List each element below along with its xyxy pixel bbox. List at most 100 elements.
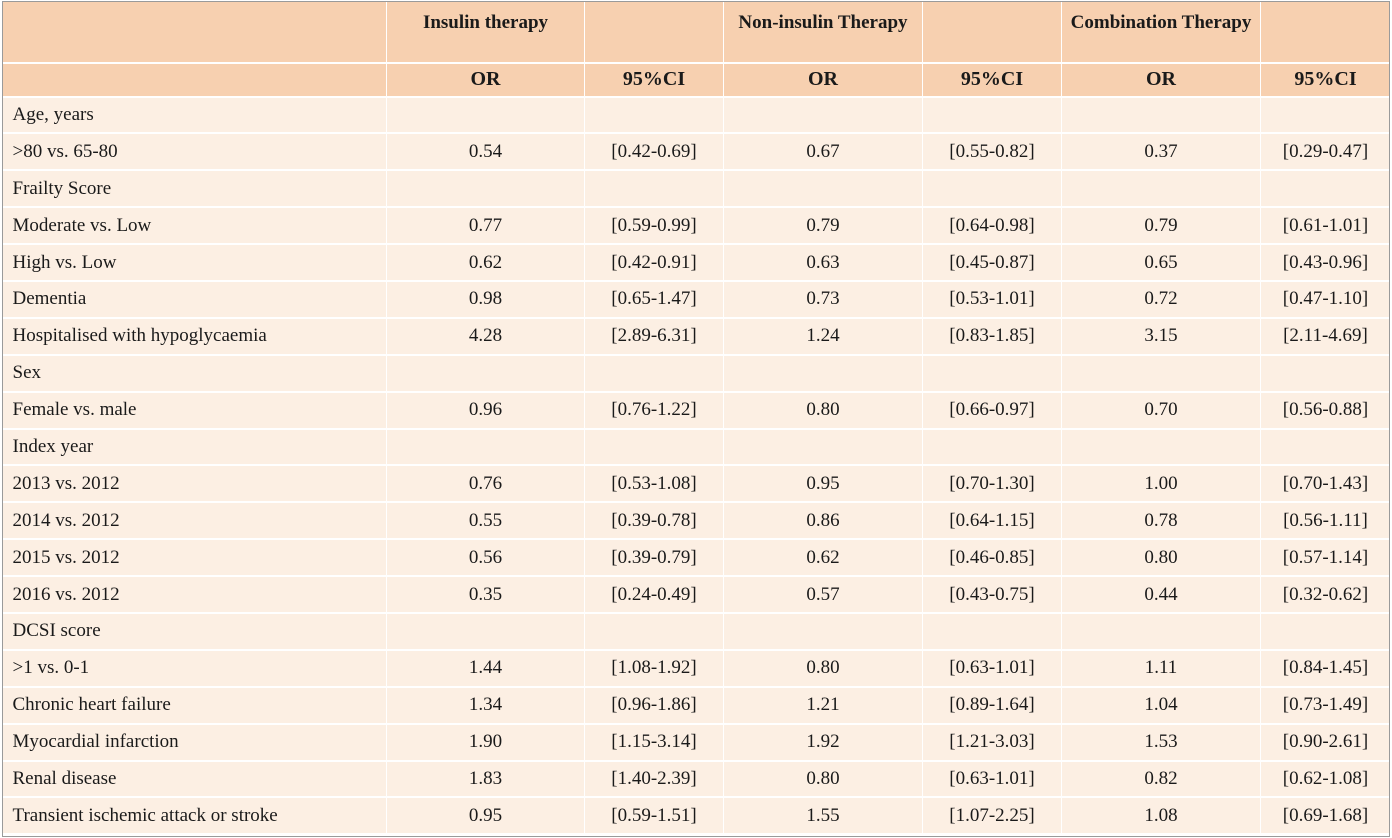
cell-non-insulin-ci: [0.89-1.64] xyxy=(922,686,1062,725)
cell-combination-or: 0.79 xyxy=(1061,207,1261,246)
row-label: Transient ischemic attack or stroke xyxy=(2,797,387,836)
cell-insulin-ci: [1.08-1.92] xyxy=(584,649,724,688)
row-label: High vs. Low xyxy=(2,244,387,282)
cell-insulin-ci: [0.42-0.91] xyxy=(584,244,724,282)
cell-combination-or: 0.72 xyxy=(1061,280,1261,319)
row-label: Female vs. male xyxy=(2,391,387,430)
cell-non-insulin-or: 0.80 xyxy=(723,760,923,799)
cell-insulin-ci xyxy=(584,354,724,393)
cell-insulin-or: 0.77 xyxy=(386,207,585,246)
subheader-cell-non-insulin-ci: 95%CI xyxy=(922,62,1062,98)
table-row: >1 vs. 0-1 1.44 [1.08-1.92] 0.80 [0.63-1.01]… xyxy=(2,649,1391,688)
header-subheader-row: OR 95%CI OR 95%CI OR 95%CI xyxy=(2,62,1391,98)
cell-non-insulin-or: 0.62 xyxy=(723,539,923,578)
cell-insulin-ci: [0.24-0.49] xyxy=(584,576,724,614)
cell-combination-or: 0.70 xyxy=(1061,391,1261,430)
subheader-cell-combination-or: OR xyxy=(1061,62,1261,98)
table-row: Hospitalised with hypoglycaemia 4.28 [2.89… xyxy=(2,317,1391,356)
table-row: 2013 vs. 2012 0.76 [0.53-1.08] 0.95 [0.70-1.… xyxy=(2,465,1391,504)
cell-combination-or: 3.15 xyxy=(1061,317,1261,356)
row-label: 2013 vs. 2012 xyxy=(2,465,387,504)
cell-non-insulin-ci: [1.07-2.25] xyxy=(922,797,1062,836)
cell-combination-or xyxy=(1061,170,1261,209)
cell-combination-ci: [0.90-2.61] xyxy=(1260,723,1391,762)
cell-non-insulin-ci: [0.53-1.01] xyxy=(922,280,1062,319)
cell-insulin-or: 1.34 xyxy=(386,686,585,725)
cell-combination-or: 0.37 xyxy=(1061,133,1261,172)
header-group-row: Insulin therapy Non-insulin Therapy Comb… xyxy=(2,1,1391,64)
table-body: Age, years >80 vs. 65-80 0.54 [0.42-0.69] 0.… xyxy=(2,96,1391,836)
cell-non-insulin-ci: [0.46-0.85] xyxy=(922,539,1062,578)
cell-insulin-ci: [0.59-1.51] xyxy=(584,797,724,836)
cell-insulin-ci: [1.15-3.14] xyxy=(584,723,724,762)
cell-combination-or: 0.82 xyxy=(1061,760,1261,799)
cell-insulin-ci xyxy=(584,612,724,651)
table-row: Myocardial infarction 1.90 [1.15-3.14] 1.92… xyxy=(2,723,1391,762)
header-group-cell-insulin: Insulin therapy xyxy=(386,1,585,64)
cell-insulin-or xyxy=(386,354,585,393)
cell-insulin-or xyxy=(386,96,585,135)
cell-insulin-or: 0.96 xyxy=(386,391,585,430)
cell-non-insulin-or: 0.80 xyxy=(723,391,923,430)
cell-insulin-ci: [1.40-2.39] xyxy=(584,760,724,799)
cell-non-insulin-or: 0.79 xyxy=(723,207,923,246)
table-header: Insulin therapy Non-insulin Therapy Comb… xyxy=(2,1,1391,98)
cell-non-insulin-ci xyxy=(922,170,1062,209)
cell-combination-ci: [2.11-4.69] xyxy=(1260,317,1391,356)
subheader-cell-insulin-or: OR xyxy=(386,62,585,98)
row-label: Hospitalised with hypoglycaemia xyxy=(2,317,387,356)
cell-insulin-or: 1.90 xyxy=(386,723,585,762)
cell-combination-ci: [0.56-0.88] xyxy=(1260,391,1391,430)
cell-combination-ci xyxy=(1260,612,1391,651)
cell-combination-or xyxy=(1061,428,1261,467)
cell-combination-or: 1.04 xyxy=(1061,686,1261,725)
header-group-cell-combination: Combination Therapy xyxy=(1061,1,1261,64)
cell-combination-ci: [0.69-1.68] xyxy=(1260,797,1391,836)
cell-combination-or: 0.65 xyxy=(1061,244,1261,282)
cell-non-insulin-ci xyxy=(922,354,1062,393)
cell-insulin-ci: [0.39-0.79] xyxy=(584,539,724,578)
table-row: 2015 vs. 2012 0.56 [0.39-0.79] 0.62 [0.46-0.… xyxy=(2,539,1391,578)
cell-combination-ci: [0.29-0.47] xyxy=(1260,133,1391,172)
cell-non-insulin-or xyxy=(723,612,923,651)
row-label: Renal disease xyxy=(2,760,387,799)
subheader-cell-combination-ci: 95%CI xyxy=(1260,62,1391,98)
cell-non-insulin-ci: [1.21-3.03] xyxy=(922,723,1062,762)
cell-non-insulin-or: 1.92 xyxy=(723,723,923,762)
cell-non-insulin-or: 0.63 xyxy=(723,244,923,282)
cell-combination-or: 1.11 xyxy=(1061,649,1261,688)
cell-combination-or: 0.80 xyxy=(1061,539,1261,578)
row-label: Moderate vs. Low xyxy=(2,207,387,246)
cell-insulin-or: 0.62 xyxy=(386,244,585,282)
cell-insulin-or xyxy=(386,170,585,209)
cell-combination-or: 1.53 xyxy=(1061,723,1261,762)
section-row: Sex xyxy=(2,354,1391,393)
cell-non-insulin-or: 0.95 xyxy=(723,465,923,504)
cell-non-insulin-ci xyxy=(922,612,1062,651)
section-label: DCSI score xyxy=(2,612,387,651)
cell-combination-or: 0.44 xyxy=(1061,576,1261,614)
cell-non-insulin-ci xyxy=(922,428,1062,467)
table-row: Female vs. male 0.96 [0.76-1.22] 0.80 [0.66-… xyxy=(2,391,1391,430)
cell-combination-or xyxy=(1061,612,1261,651)
row-label: Chronic heart failure xyxy=(2,686,387,725)
cell-non-insulin-or xyxy=(723,354,923,393)
cell-insulin-or: 0.95 xyxy=(386,797,585,836)
cell-insulin-ci: [0.96-1.86] xyxy=(584,686,724,725)
cell-non-insulin-ci: [0.66-0.97] xyxy=(922,391,1062,430)
row-label: >1 vs. 0-1 xyxy=(2,649,387,688)
cell-combination-or: 0.78 xyxy=(1061,502,1261,541)
table-row: Transient ischemic attack or stroke 0.95[… xyxy=(2,797,1391,836)
cell-non-insulin-or xyxy=(723,170,923,209)
header-group-cell-non-insulin: Non-insulin Therapy xyxy=(723,1,923,64)
table-row: Renal disease 1.83 [1.40-2.39] 0.80 [0.63-1.… xyxy=(2,760,1391,799)
cell-combination-or xyxy=(1061,354,1261,393)
subheader-cell-insulin-ci: 95%CI xyxy=(584,62,724,98)
cell-non-insulin-ci: [0.63-1.01] xyxy=(922,760,1062,799)
cell-insulin-ci: [0.59-0.99] xyxy=(584,207,724,246)
cell-combination-ci: [0.62-1.08] xyxy=(1260,760,1391,799)
cell-combination-or xyxy=(1061,96,1261,135)
cell-non-insulin-ci xyxy=(922,96,1062,135)
